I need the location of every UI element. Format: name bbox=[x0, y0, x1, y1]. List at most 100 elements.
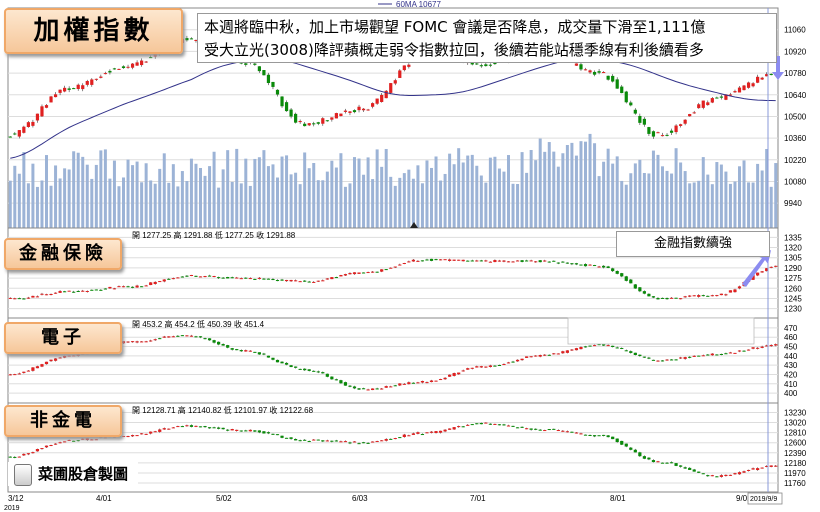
annotation-line-1: 本週將臨中秋，加上市場觀望 FOMC 會議是否降息，成交量下滑至1,111億 bbox=[204, 18, 706, 36]
volume-bar bbox=[597, 176, 601, 228]
candle-body bbox=[81, 353, 85, 355]
candle-body bbox=[339, 380, 343, 384]
candle-body bbox=[597, 71, 601, 73]
candle-body bbox=[647, 457, 651, 460]
candle-body bbox=[348, 273, 352, 275]
candle-body bbox=[361, 442, 366, 444]
y-tick-label: 1230 bbox=[784, 305, 802, 314]
candle-body bbox=[429, 431, 434, 433]
candle-body bbox=[602, 344, 606, 346]
candle-body bbox=[543, 430, 547, 432]
candle-body bbox=[303, 123, 307, 127]
candle-body bbox=[769, 73, 773, 76]
candle-body bbox=[253, 351, 257, 353]
volume-bar bbox=[638, 159, 642, 228]
candle-body bbox=[416, 260, 420, 262]
candle-body bbox=[162, 336, 166, 338]
candle-body bbox=[121, 435, 126, 437]
candle-body bbox=[683, 119, 687, 124]
y-tick-label: 11970 bbox=[784, 469, 806, 478]
candle-body bbox=[411, 259, 415, 262]
candle-body bbox=[352, 386, 357, 389]
panel-label-non-fin-elec: 非金電 bbox=[4, 405, 122, 437]
volume-bar bbox=[40, 180, 44, 228]
candle-body bbox=[443, 377, 447, 380]
candle-body bbox=[40, 106, 44, 117]
y-tick-label: 9940 bbox=[784, 199, 802, 208]
candle-body bbox=[31, 121, 35, 126]
candle-body bbox=[688, 356, 692, 358]
y-tick-label: 400 bbox=[784, 389, 798, 398]
candle-body bbox=[706, 475, 710, 477]
candle-body bbox=[244, 63, 248, 65]
volume-bar bbox=[294, 172, 298, 228]
volume-bar bbox=[502, 171, 506, 228]
candle-body bbox=[520, 358, 524, 361]
candle-body bbox=[475, 366, 479, 368]
y-tick-label: 420 bbox=[784, 370, 798, 379]
x-tick-label: 6/03 bbox=[352, 494, 368, 503]
candle-body bbox=[284, 362, 289, 365]
candle-body bbox=[375, 98, 379, 104]
volume-bar bbox=[54, 165, 58, 228]
candle-body bbox=[611, 75, 615, 82]
volume-bar bbox=[235, 148, 239, 228]
candle-body bbox=[217, 277, 221, 279]
volume-bar bbox=[484, 182, 488, 228]
candle-body bbox=[583, 434, 588, 436]
y-tick-label: 1335 bbox=[784, 233, 802, 242]
y-tick-label: 10500 bbox=[784, 112, 807, 121]
candle-body bbox=[203, 426, 207, 428]
candle-body bbox=[26, 297, 30, 299]
candle-body bbox=[207, 275, 212, 277]
candle-body bbox=[737, 87, 742, 93]
volume-bar bbox=[325, 171, 329, 228]
candle-body bbox=[280, 435, 284, 438]
volume-bar bbox=[81, 156, 85, 228]
volume-bar bbox=[710, 184, 714, 228]
candle-body bbox=[760, 346, 764, 348]
candle-body bbox=[53, 358, 58, 361]
volume-bar bbox=[642, 172, 646, 228]
candle-body bbox=[235, 349, 239, 351]
candle-body bbox=[81, 438, 85, 440]
candle-body bbox=[452, 259, 456, 261]
volume-bar bbox=[307, 168, 311, 228]
candle-body bbox=[715, 97, 719, 99]
candle-body bbox=[651, 359, 656, 361]
y-tick-label: 10220 bbox=[784, 156, 807, 165]
y-tick-label: 12600 bbox=[784, 439, 807, 448]
volume-bar bbox=[461, 162, 465, 228]
candle-body bbox=[629, 351, 633, 353]
candle-body bbox=[94, 289, 98, 291]
candle-body bbox=[756, 347, 760, 349]
volume-bar bbox=[565, 145, 569, 228]
candle-body bbox=[774, 265, 778, 267]
candle-body bbox=[226, 345, 230, 348]
candle-body bbox=[665, 359, 669, 361]
volume-bar bbox=[140, 182, 144, 228]
candle-body bbox=[144, 433, 148, 435]
candle-body bbox=[167, 336, 171, 338]
volume-bar bbox=[280, 156, 284, 228]
candle-body bbox=[642, 356, 646, 358]
candle-body bbox=[515, 260, 520, 262]
candle-body bbox=[221, 277, 225, 279]
candle-body bbox=[375, 271, 379, 273]
candle-body bbox=[289, 279, 293, 282]
candle-body bbox=[171, 336, 175, 338]
candle-body bbox=[407, 64, 411, 67]
candle-body bbox=[58, 291, 62, 293]
volume-bar bbox=[58, 178, 62, 228]
candle-body bbox=[380, 388, 384, 390]
annotation-line-2: 受大立光(3008)降評蘋概走弱令指數拉回，後續若能站穩季線有利後續看多 bbox=[204, 41, 704, 59]
candle-body bbox=[53, 443, 58, 445]
candle-body bbox=[728, 94, 733, 96]
x-axis-year: 2019 bbox=[4, 505, 20, 512]
y-tick-label: 430 bbox=[784, 361, 798, 370]
candle-body bbox=[58, 357, 62, 359]
candle-body bbox=[76, 290, 80, 292]
candle-body bbox=[189, 38, 194, 40]
volume-bar bbox=[683, 171, 687, 228]
volume-bar bbox=[26, 183, 30, 228]
